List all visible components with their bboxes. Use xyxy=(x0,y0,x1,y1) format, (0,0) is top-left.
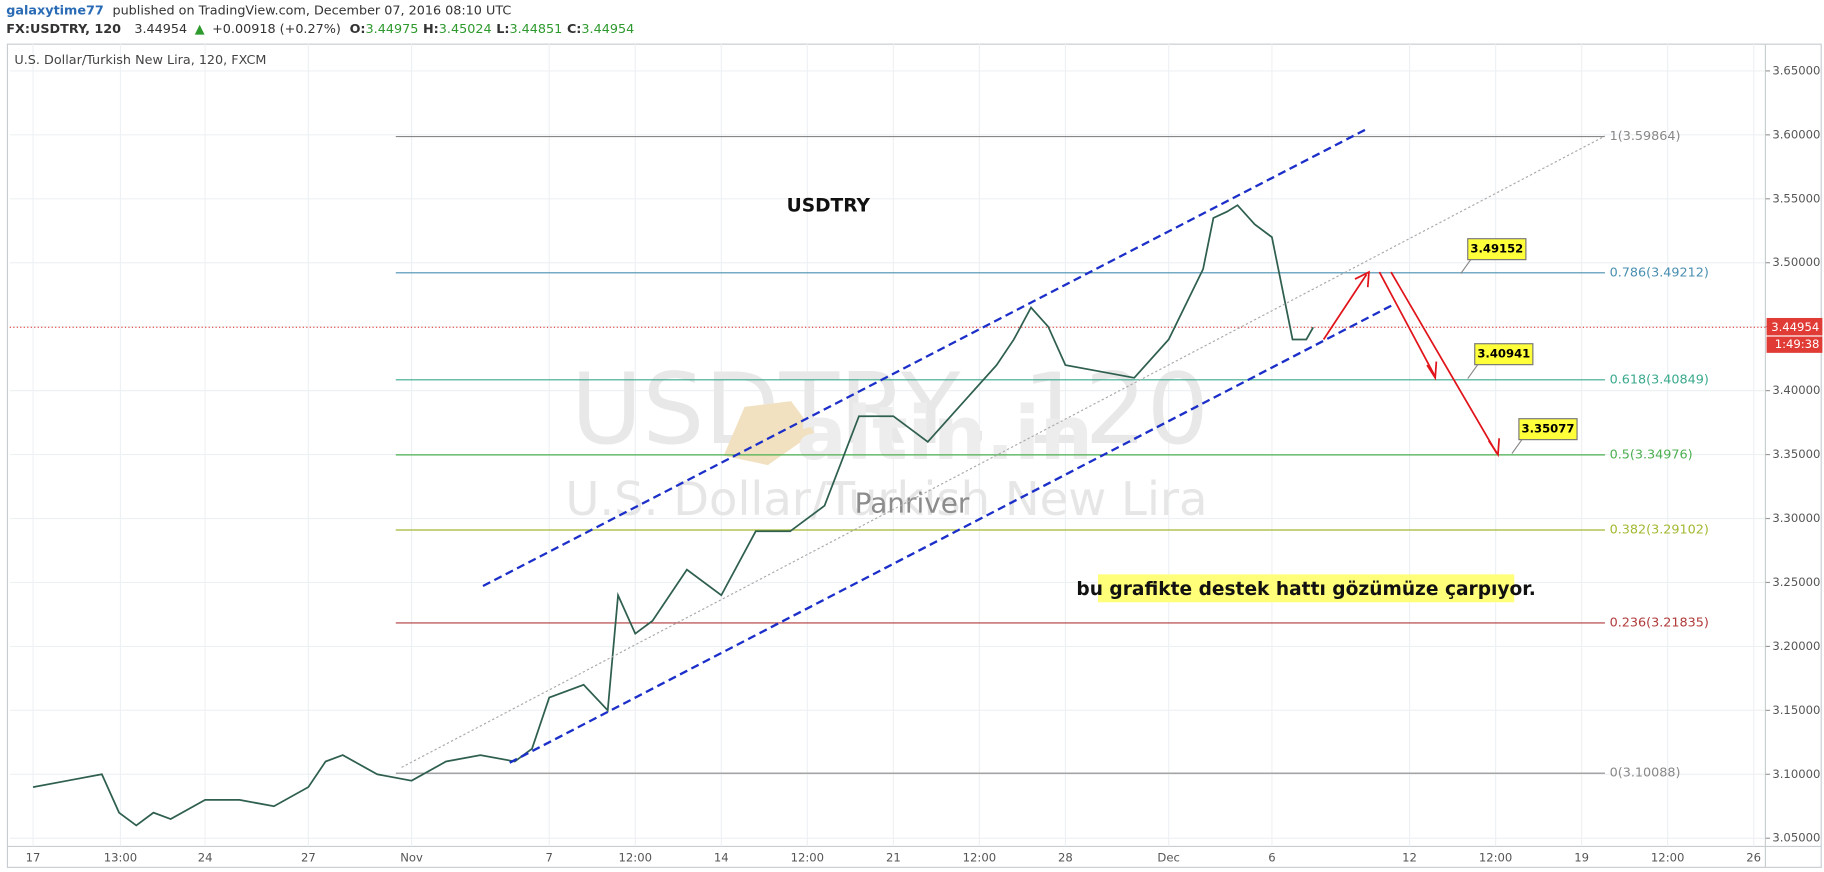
x-tick-label: 12:00 xyxy=(1479,851,1512,865)
arrow-up xyxy=(1322,273,1368,340)
y-tick-label: 3.25000 xyxy=(1772,575,1820,589)
y-tick-label: 3.60000 xyxy=(1772,127,1820,141)
chart-frame xyxy=(6,43,1822,868)
x-tick-label: 12:00 xyxy=(791,851,824,865)
y-tick-label: 3.40000 xyxy=(1772,383,1820,397)
watermark: USDTRY, 120 U.S. Dollar/Turkish New Lira… xyxy=(565,353,1209,526)
ohlc-value: 3.45024 xyxy=(439,22,492,37)
countdown-box xyxy=(1766,336,1823,353)
callout-box xyxy=(1518,418,1578,441)
x-tick-label: 12:00 xyxy=(1651,851,1684,865)
current-price-box xyxy=(1766,317,1823,336)
author[interactable]: galaxytime77 xyxy=(6,3,104,18)
author-mark: Panriver xyxy=(855,487,970,520)
x-tick-label: 14 xyxy=(714,851,729,865)
fib-label: 0.236(3.21835) xyxy=(1610,615,1709,630)
ohlc-value: 3.44954 xyxy=(581,22,634,37)
x-tick-label: 24 xyxy=(198,851,213,865)
symbol-note: USDTRY xyxy=(787,195,871,216)
drawings xyxy=(401,128,1606,768)
comment-bg xyxy=(1098,574,1515,603)
arrow: ▲ xyxy=(195,22,205,37)
callout-label: 3.40941 xyxy=(1477,347,1530,361)
fib-label: 0.786(3.49212) xyxy=(1610,265,1709,280)
callout-label: 3.49152 xyxy=(1470,242,1523,256)
x-tick-label: 7 xyxy=(546,851,553,865)
ohlc-label: O: xyxy=(350,22,366,37)
current-price-label: 3.44954 xyxy=(1771,320,1819,334)
brand: altin.in xyxy=(796,390,1093,477)
y-tick-label: 3.10000 xyxy=(1772,767,1820,781)
y-tick-label: 3.55000 xyxy=(1772,191,1820,205)
x-tick-label: 28 xyxy=(1058,851,1073,865)
y-tick-label: 3.35000 xyxy=(1772,447,1820,461)
chart-title: U.S. Dollar/Turkish New Lira, 120, FXCM xyxy=(14,53,266,68)
arrow-head xyxy=(1426,361,1438,381)
y-tick-label: 3.05000 xyxy=(1772,831,1820,845)
y-tick-label: 3.50000 xyxy=(1772,255,1820,269)
ohlc-value: 3.44851 xyxy=(509,22,562,37)
header-line: galaxytime77 published on TradingView.co… xyxy=(6,3,511,18)
y-tick-label: 3.15000 xyxy=(1772,703,1820,717)
ohlc: O:3.44975 H:3.45024 L:3.44851 C:3.44954 xyxy=(350,22,635,37)
x-tick-label: 27 xyxy=(301,851,316,865)
callout-label: 3.35077 xyxy=(1522,422,1575,436)
last: 3.44954 xyxy=(134,22,187,37)
ohlc-label: H: xyxy=(423,22,439,37)
callout-box xyxy=(1474,343,1534,366)
fib-label: 0.382(3.29102) xyxy=(1610,523,1709,538)
fib-label: 0.5(3.34976) xyxy=(1610,447,1693,462)
channel-mid xyxy=(401,135,1606,768)
x-tick-label: 12:00 xyxy=(963,851,996,865)
x-tick-label: 13:00 xyxy=(104,851,137,865)
fib-label: 0.618(3.40849) xyxy=(1610,372,1709,387)
callout-box xyxy=(1467,238,1527,261)
fib-label: 0(3.10088) xyxy=(1610,766,1681,781)
fib-label: 1(3.59864) xyxy=(1610,129,1681,144)
ohlc-label: C: xyxy=(567,22,581,37)
x-tick-label: Dec xyxy=(1157,851,1179,865)
change: +0.00918 (+0.27%) xyxy=(212,22,341,37)
x-tick-label: 12:00 xyxy=(619,851,652,865)
x-tick-label: 12 xyxy=(1402,851,1417,865)
y-tick-label: 3.65000 xyxy=(1772,63,1820,77)
arrow-head xyxy=(1487,438,1501,458)
y-tick-label: 3.20000 xyxy=(1772,639,1820,653)
ohlc-label: L: xyxy=(496,22,509,37)
x-tick-label: 21 xyxy=(886,851,901,865)
x-tick-label: 26 xyxy=(1746,851,1761,865)
x-tick-label: 6 xyxy=(1268,851,1275,865)
price-line xyxy=(32,204,1314,827)
countdown: 1:49:38 xyxy=(1775,337,1820,351)
symbol-line: FX:USDTRY, 120 3.44954 ▲ +0.00918 (+0.27… xyxy=(6,22,634,37)
ohlc-value: 3.44975 xyxy=(366,22,419,37)
watermark-name: U.S. Dollar/Turkish New Lira xyxy=(565,472,1207,526)
x-tick-label: 17 xyxy=(26,851,41,865)
arrow-head xyxy=(1354,270,1370,288)
x-tick-label: Nov xyxy=(400,851,423,865)
y-tick-label: 3.30000 xyxy=(1772,511,1820,525)
x-tick-label: 19 xyxy=(1574,851,1589,865)
arrow-down xyxy=(1390,271,1498,454)
symbol: FX:USDTRY, 120 xyxy=(6,22,121,37)
comment: bu grafikte destek hattı gözümüze çarpıy… xyxy=(1076,579,1535,600)
published: published on TradingView.com, December 0… xyxy=(112,3,511,18)
arrow-down xyxy=(1378,271,1436,378)
